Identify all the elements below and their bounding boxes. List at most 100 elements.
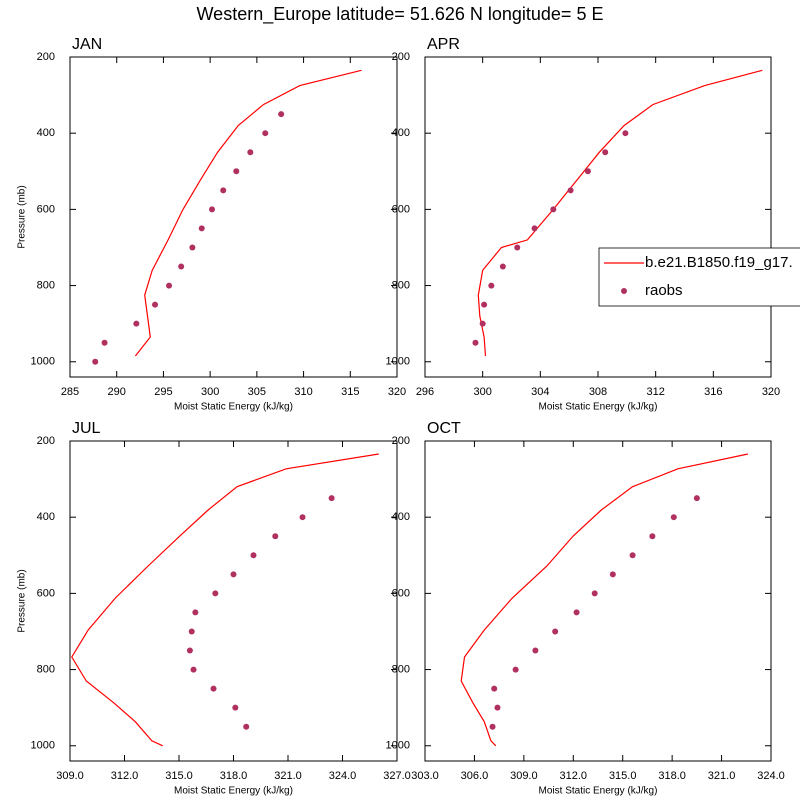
x-tick-label: 306.0 [461, 770, 489, 782]
y-tick-label: 800 [37, 279, 55, 291]
raobs-point [247, 149, 254, 156]
raobs-point [573, 609, 580, 616]
raobs-point [272, 533, 279, 540]
raobs-point [693, 495, 700, 502]
raobs-point [133, 320, 140, 327]
x-tick-label: 316 [704, 386, 722, 398]
raobs-point [552, 628, 559, 635]
y-tick-label: 1000 [386, 740, 410, 752]
raobs-point [190, 666, 197, 673]
y-tick-label: 200 [37, 435, 55, 447]
raobs-point [101, 339, 108, 346]
panel-title: JAN [72, 36, 102, 53]
panel: APR Moist Static Energy (kJ/kg) 200 400 600 8… [386, 36, 781, 412]
raobs-point [250, 552, 257, 559]
raobs-point [591, 590, 598, 597]
y-tick-label: 600 [392, 587, 410, 599]
x-tick-label: 312.0 [560, 770, 588, 782]
raobs-point [220, 187, 227, 194]
raobs-point [243, 723, 250, 730]
raobs-point [198, 225, 205, 232]
raobs-point [649, 533, 656, 540]
x-tick-label: 290 [108, 386, 126, 398]
x-tick-label: 321.0 [708, 770, 736, 782]
model-line [134, 69, 362, 357]
figure-title: Western_Europe latitude= 51.626 N longit… [197, 4, 604, 25]
x-tick-label: 312 [646, 386, 664, 398]
x-tick-label: 285 [61, 386, 79, 398]
panel-title: JUL [72, 420, 101, 437]
raobs-point [629, 552, 636, 559]
raobs-point [494, 704, 501, 711]
y-tick-label: 200 [37, 51, 55, 63]
raobs-point [328, 495, 335, 502]
panel-title: OCT [427, 420, 461, 437]
x-tick-label: 309.0 [510, 770, 538, 782]
legend: b.e21.B1850.f19_g17.raobs [598, 247, 800, 307]
model-line [71, 453, 379, 747]
x-tick-label: 320 [762, 386, 780, 398]
raobs-point [499, 263, 506, 270]
plot-frame [69, 56, 398, 378]
y-tick-label: 800 [392, 279, 410, 291]
raobs-point [602, 149, 609, 156]
x-tick-label: 300 [201, 386, 219, 398]
x-tick-label: 310 [294, 386, 312, 398]
x-tick-label: 300 [473, 386, 491, 398]
legend-marker [621, 288, 627, 294]
y-tick-label: 400 [392, 511, 410, 523]
x-tick-label: 321.0 [274, 770, 302, 782]
x-tick-label: 320 [388, 386, 406, 398]
model-line [477, 69, 763, 357]
x-tick-label: 295 [154, 386, 172, 398]
raobs-point [622, 130, 629, 137]
x-axis-label: Moist Static Energy (kJ/kg) [174, 786, 293, 797]
y-tick-label: 600 [37, 203, 55, 215]
raobs-point [550, 206, 557, 213]
raobs-point [489, 723, 496, 730]
raobs-point [472, 339, 479, 346]
raobs-point [233, 168, 240, 175]
y-tick-label: 1000 [386, 356, 410, 368]
panel: OCT Moist Static Energy (kJ/kg) 200 400 600 8… [386, 420, 785, 796]
raobs-point [209, 206, 216, 213]
raobs-point [670, 514, 677, 521]
y-tick-label: 600 [392, 203, 410, 215]
x-tick-label: 315.0 [609, 770, 637, 782]
legend-label: b.e21.B1850.f19_g17. [645, 254, 793, 271]
panel: JAN Moist Static Energy (kJ/kg) Pressure (… [17, 36, 407, 412]
y-tick-label: 200 [392, 435, 410, 447]
x-tick-label: 305 [248, 386, 266, 398]
x-tick-label: 324.0 [329, 770, 357, 782]
raobs-point [488, 282, 495, 289]
raobs-point [152, 301, 159, 308]
raobs-point [278, 111, 285, 118]
y-tick-label: 400 [37, 127, 55, 139]
raobs-point [189, 244, 196, 251]
x-tick-label: 315 [341, 386, 359, 398]
raobs-point [584, 168, 591, 175]
raobs-point [188, 628, 195, 635]
x-axis-label: Moist Static Energy (kJ/kg) [539, 786, 658, 797]
panel: JUL Moist Static Energy (kJ/kg) Pressure (… [17, 420, 411, 796]
plot-frame [424, 440, 772, 762]
raobs-point [230, 571, 237, 578]
raobs-point [514, 244, 521, 251]
raobs-point [479, 320, 486, 327]
raobs-point [532, 647, 539, 654]
x-tick-label: 327.0 [383, 770, 411, 782]
legend-box [598, 247, 800, 307]
raobs-point [567, 187, 574, 194]
x-tick-label: 324.0 [757, 770, 785, 782]
y-tick-label: 200 [392, 51, 410, 63]
legend-label: raobs [645, 282, 683, 299]
raobs-point [491, 685, 498, 692]
x-tick-label: 315.0 [165, 770, 193, 782]
raobs-point [232, 704, 239, 711]
raobs-point [166, 282, 173, 289]
x-tick-label: 309.0 [56, 770, 84, 782]
raobs-point [210, 685, 217, 692]
x-tick-label: 296 [416, 386, 434, 398]
